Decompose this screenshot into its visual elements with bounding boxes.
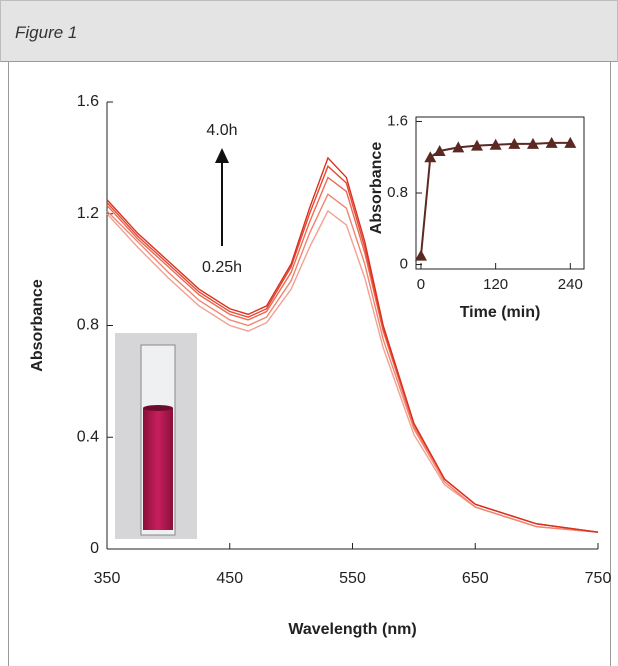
marker: [452, 141, 465, 153]
y-tick-label: 0.8: [77, 317, 99, 334]
y-tick-label: 0.8: [387, 184, 408, 201]
arrow-head: [215, 148, 229, 163]
y-tick-label: 0: [400, 255, 408, 272]
x-tick-label: 0: [417, 276, 425, 293]
marker: [433, 144, 446, 156]
marker: [424, 151, 437, 163]
y-tick-label: 1.2: [77, 205, 99, 222]
header-bar: Figure 1: [0, 0, 618, 62]
y-tick-label: 0.4: [77, 428, 99, 445]
frame: [8, 62, 611, 666]
annotation: 0.25h: [202, 259, 242, 276]
marker: [508, 137, 521, 149]
x-tick-label: 650: [462, 570, 489, 587]
x-tick-label: 750: [585, 570, 612, 587]
series-line: [106, 156, 599, 533]
y-tick-label: 1.6: [387, 112, 408, 129]
annotation: 4.0h: [206, 122, 237, 139]
x-axis-label: Time (min): [460, 304, 541, 321]
series-line: [419, 141, 571, 256]
marker: [489, 138, 502, 150]
y-tick-label: 1.6: [77, 93, 99, 110]
x-tick-label: 450: [216, 570, 243, 587]
y-axis-label: Absorbance: [29, 279, 46, 372]
marker: [545, 136, 558, 148]
y-tick-label: 0: [90, 540, 99, 557]
figure-title: Figure 1: [15, 23, 78, 42]
x-tick-label: 550: [339, 570, 366, 587]
y-axis-label: Absorbance: [368, 142, 385, 235]
x-tick-label: 120: [483, 276, 508, 293]
x-axis-label: Wavelength (nm): [288, 621, 416, 638]
series-line: [106, 193, 599, 533]
marker: [414, 249, 427, 261]
series-line: [106, 209, 599, 533]
plot-box: [415, 116, 585, 270]
marker: [526, 137, 539, 149]
x-tick-label: 240: [558, 276, 583, 293]
cuvette-photo: [115, 333, 197, 539]
x-tick-label: 350: [94, 570, 121, 587]
marker: [564, 136, 577, 148]
marker: [470, 139, 483, 151]
